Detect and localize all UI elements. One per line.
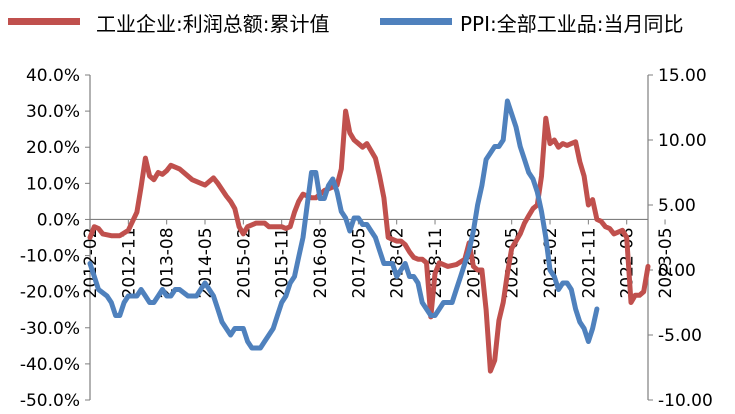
left-axis-tick-label: -20.0% xyxy=(20,283,80,303)
left-axis-tick-label: -50.0% xyxy=(20,391,80,411)
legend-label-ppi: PPI:全部工业品:当月同比 xyxy=(460,12,684,36)
legend-label-profit: 工业企业:利润总额:累计值 xyxy=(96,12,329,36)
x-axis-tick-label: 2016-08 xyxy=(311,227,331,298)
left-axis-tick-label: 0.0% xyxy=(37,210,80,230)
x-axis-tick-label: 2017-05 xyxy=(349,227,369,298)
x-axis-tick-label: 2014-05 xyxy=(196,227,216,298)
left-axis-tick-label: -40.0% xyxy=(20,355,80,375)
x-axis-tick-label: 2015-11 xyxy=(273,227,293,298)
x-axis-tick-label: 2021-11 xyxy=(579,227,599,298)
x-axis-tick-label: 2013-08 xyxy=(158,227,178,298)
left-axis-tick-label: 30.0% xyxy=(26,102,80,122)
left-axis-tick-label: 40.0% xyxy=(26,66,80,86)
x-axis-tick-label: 2018-11 xyxy=(426,227,446,298)
series-layer xyxy=(87,98,651,374)
left-axis-tick-label: -30.0% xyxy=(20,319,80,339)
series-line-profit xyxy=(87,108,651,374)
left-axis-tick-label: 20.0% xyxy=(26,138,80,158)
left-axis-tick-labels: 40.0% 30.0% 20.0% 10.0% 0.0% -10.0% -20.0% -30.… xyxy=(20,66,90,411)
legend-swatch-profit xyxy=(8,18,80,25)
x-axis-tick-label: 2012-11 xyxy=(119,227,139,298)
x-axis-tick-label: 2015-02 xyxy=(234,227,254,298)
right-axis-tick-labels: 15.00 10.00 5.00 0.00 -5.00 -10.00 xyxy=(648,66,713,411)
left-axis-tick-label: -10.0% xyxy=(20,247,80,267)
series-line-ppi xyxy=(87,98,600,351)
legend-swatch-ppi xyxy=(380,18,452,25)
right-axis-tick-label: 10.00 xyxy=(658,131,707,151)
right-axis-tick-label: -10.00 xyxy=(658,391,713,411)
left-axis-tick-label: 10.0% xyxy=(26,174,80,194)
legend: 工业企业:利润总额:累计值 PPI:全部工业品:当月同比 xyxy=(8,12,684,36)
right-axis-tick-label: -5.00 xyxy=(658,326,702,346)
right-axis-tick-label: 15.00 xyxy=(658,66,707,86)
x-axis-tick-labels: 2012-02 2012-11 2013-08 2014-05 2015-02 2015-… xyxy=(81,219,676,298)
right-axis-tick-label: 5.00 xyxy=(658,196,696,216)
x-axis-tick-label: 2023-05 xyxy=(656,227,676,298)
right-axis-tick-label: 0.00 xyxy=(658,261,696,281)
